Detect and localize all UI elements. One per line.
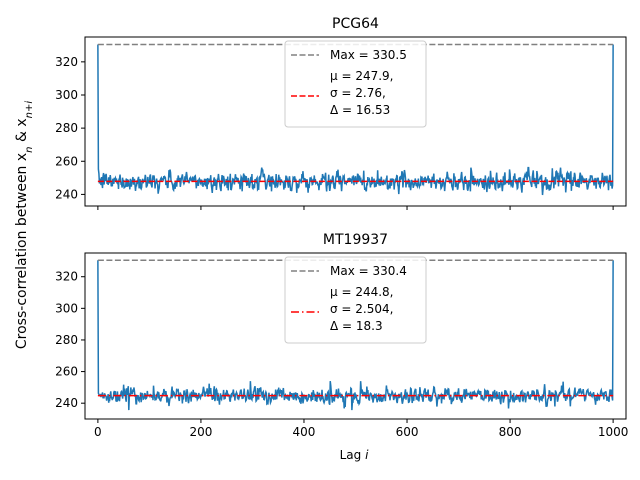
subplot-pcg64: PCG64 240 260 280 300 320 Max = 330.5 μ = 247.9… xyxy=(55,16,627,210)
x-tick-label: 600 xyxy=(396,425,419,439)
y-tick-label: 280 xyxy=(55,121,78,135)
y-tick-label: 260 xyxy=(55,154,78,168)
legend-stat-label: σ = 2.76, xyxy=(330,86,386,100)
x-tick-label: 200 xyxy=(189,425,212,439)
y-axis-label: Cross-correlation between xn & xn+i xyxy=(14,101,35,349)
x-tick-label: 1000 xyxy=(598,425,629,439)
legend-max-label: Max = 330.4 xyxy=(330,264,407,278)
legend-stat-label: Δ = 16.53 xyxy=(330,103,390,117)
data-series-line xyxy=(97,260,614,411)
axes-frame xyxy=(84,36,627,207)
legend: Max = 330.5 μ = 247.9, σ = 2.76, Δ = 16.53 xyxy=(284,40,427,128)
legend-stat-label: μ = 244.8, xyxy=(330,285,394,299)
legend-stat-label: μ = 247.9, xyxy=(330,69,394,83)
y-tick-label: 240 xyxy=(55,396,78,410)
legend-max-label: Max = 330.5 xyxy=(330,48,407,62)
legend-stat-label: σ = 2.504, xyxy=(330,302,393,316)
y-tick-label: 320 xyxy=(55,55,78,69)
x-tick-label: 800 xyxy=(499,425,522,439)
legend: Max = 330.4 μ = 244.8, σ = 2.504, Δ = 18.3 xyxy=(284,256,427,344)
y-tick-label: 300 xyxy=(55,301,78,315)
y-tick-label: 260 xyxy=(55,365,78,379)
x-tick-label: 400 xyxy=(293,425,316,439)
x-axis-label: Lag i xyxy=(340,448,369,462)
legend-stat-label: Δ = 18.3 xyxy=(330,319,383,333)
legend-box xyxy=(284,256,427,344)
y-tick-label: 240 xyxy=(55,187,78,201)
x-tick-label: 0 xyxy=(94,425,102,439)
data-series-line xyxy=(97,44,614,196)
chart-title: MT19937 xyxy=(323,232,388,248)
axes-frame xyxy=(84,252,627,420)
subplots: PCG64 240 260 280 300 320 Max = 330.5 μ = 247.9… xyxy=(55,16,628,439)
legend-box xyxy=(284,40,427,128)
chart-title: PCG64 xyxy=(332,16,379,32)
subplot-mt19937: MT19937 240 260 280 300 320 0 200 400 600 800 1000 M… xyxy=(55,232,628,439)
y-tick-label: 320 xyxy=(55,270,78,284)
y-tick-label: 300 xyxy=(55,88,78,102)
y-tick-label: 280 xyxy=(55,333,78,347)
